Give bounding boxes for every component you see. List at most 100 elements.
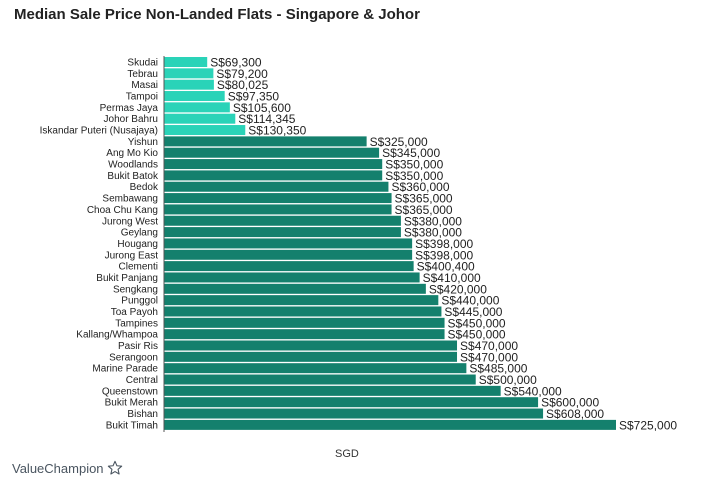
value-label: S$450,000	[448, 328, 506, 342]
category-label: Bishan	[127, 409, 158, 420]
category-label: Tebrau	[127, 69, 158, 80]
bar	[164, 261, 414, 272]
category-label: Johor Bahru	[104, 114, 158, 125]
value-label: S$69,300	[210, 56, 262, 70]
value-label: S$97,350	[228, 90, 280, 104]
bar	[164, 125, 246, 136]
bar	[164, 91, 225, 102]
bar	[164, 272, 420, 283]
bar	[164, 351, 458, 362]
value-label: S$450,000	[448, 316, 506, 330]
bar	[164, 306, 442, 317]
bar	[164, 283, 426, 294]
chart-title: Median Sale Price Non-Landed Flats - Sin…	[14, 6, 420, 23]
value-label: S$445,000	[444, 305, 502, 319]
category-label: Bukit Panjang	[96, 273, 158, 284]
value-label: S$350,000	[385, 158, 443, 172]
bar	[164, 136, 367, 147]
category-label: Punggol	[121, 296, 158, 307]
value-label: S$80,025	[217, 78, 269, 92]
category-label: Skudai	[127, 58, 158, 69]
value-label: S$105,600	[233, 101, 291, 115]
category-label: Central	[126, 375, 158, 386]
brand-logo: ValueChampion	[12, 460, 123, 476]
bar	[164, 295, 439, 306]
category-label: Jurong West	[102, 216, 158, 227]
bar	[164, 238, 413, 249]
category-label: Tampoi	[126, 92, 158, 103]
value-label: S$365,000	[395, 192, 453, 206]
bar	[164, 419, 616, 430]
value-label: S$365,000	[395, 203, 453, 217]
bar	[164, 340, 458, 351]
category-label: Iskandar Puteri (Nusajaya)	[40, 126, 158, 137]
category-label: Permas Jaya	[100, 103, 159, 114]
bar	[164, 113, 236, 124]
bar	[164, 181, 389, 192]
value-label: S$380,000	[404, 214, 462, 228]
bar	[164, 408, 544, 419]
category-label: Toa Payoh	[111, 307, 158, 318]
value-label: S$130,350	[248, 124, 306, 138]
bar	[164, 374, 476, 385]
category-label: Bukit Merah	[105, 398, 158, 409]
category-label: Masai	[131, 80, 158, 91]
bar	[164, 385, 501, 396]
value-label: S$600,000	[541, 396, 599, 410]
value-label: S$400,400	[417, 260, 475, 274]
category-label: Bukit Timah	[106, 420, 158, 431]
category-label: Marine Parade	[92, 364, 158, 375]
bar	[164, 317, 445, 328]
value-label: S$398,000	[415, 248, 473, 262]
category-label: Sengkang	[113, 284, 158, 295]
bar	[164, 102, 230, 113]
bar	[164, 397, 539, 408]
value-label: S$350,000	[385, 169, 443, 183]
category-label: Hougang	[117, 239, 158, 250]
category-label: Jurong East	[105, 250, 159, 261]
value-label: S$79,200	[216, 67, 268, 81]
bar	[164, 227, 401, 238]
bar	[164, 79, 214, 90]
category-label: Clementi	[119, 262, 158, 273]
value-label: S$440,000	[441, 294, 499, 308]
value-label: S$380,000	[404, 226, 462, 240]
category-label: Tampines	[115, 318, 158, 329]
bars-group	[164, 57, 616, 430]
bar	[164, 249, 413, 260]
value-label: S$420,000	[429, 282, 487, 296]
value-label: S$345,000	[382, 146, 440, 160]
category-label: Sembawang	[102, 194, 158, 205]
category-label: Bukit Batok	[107, 171, 159, 182]
value-label: S$540,000	[504, 384, 562, 398]
value-label: S$500,000	[479, 373, 537, 387]
bar	[164, 68, 214, 79]
bar	[164, 204, 392, 215]
bar	[164, 329, 445, 340]
bar	[164, 57, 208, 67]
category-label: Queenstown	[102, 386, 158, 397]
bar	[164, 363, 467, 374]
category-label: Ang Mo Kio	[106, 148, 158, 159]
value-label: S$325,000	[370, 135, 428, 149]
x-axis-label: SGD	[335, 448, 359, 460]
value-label: S$410,000	[423, 271, 481, 285]
value-label: S$470,000	[460, 339, 518, 353]
star-icon	[107, 460, 122, 475]
category-label: Serangoon	[109, 352, 158, 363]
value-label: S$485,000	[469, 362, 527, 376]
category-label: Woodlands	[108, 160, 158, 171]
value-label: S$360,000	[391, 180, 449, 194]
category-label: Pasir Ris	[118, 341, 158, 352]
bar	[164, 193, 392, 204]
bar	[164, 215, 401, 226]
bar	[164, 159, 383, 170]
brand-name: ValueChampion	[12, 460, 104, 476]
value-label: S$470,000	[460, 350, 518, 364]
category-label: Yishun	[128, 137, 158, 148]
category-label: Kallang/Whampoa	[76, 330, 158, 341]
value-label: S$114,345	[238, 112, 295, 126]
value-label: S$398,000	[415, 237, 473, 251]
